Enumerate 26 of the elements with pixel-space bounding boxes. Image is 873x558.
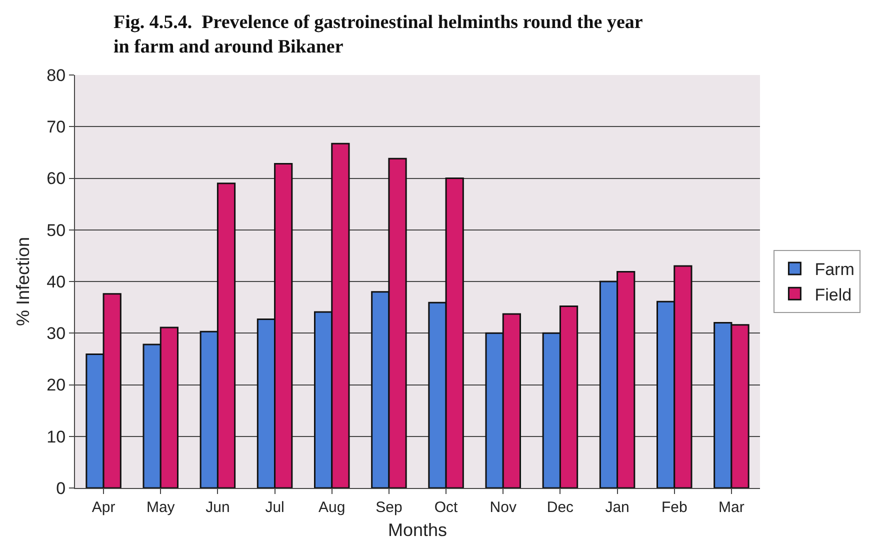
y-tick-label: 40	[46, 272, 66, 292]
y-tick-label: 10	[46, 427, 66, 446]
x-tick-label: Aug	[318, 499, 346, 516]
x-tick-label: Jan	[605, 499, 630, 516]
x-tick-label: Apr	[92, 499, 116, 516]
legend-label: Field	[814, 285, 852, 304]
y-tick-label: 70	[46, 118, 66, 137]
x-tick-label: Mar	[718, 499, 744, 516]
y-tick-label: 60	[46, 169, 66, 188]
chart-title: Fig. 4.5.4. Prevelence of gastroinestinal helminths round the year in farm and around Bikaner	[113, 12, 644, 58]
y-tick-label: 80	[46, 66, 66, 85]
y-tick-label: 20	[46, 376, 66, 395]
x-tick-label: Jun	[206, 499, 230, 516]
x-tick-label: Dec	[546, 499, 574, 516]
legend-label: Farm	[814, 260, 854, 280]
y-tick-label: 50	[46, 220, 66, 240]
x-tick-label: Jul	[265, 499, 284, 516]
y-tick-label: 30	[46, 324, 66, 344]
x-tick-label: May	[146, 499, 176, 516]
y-tick-label: 0	[56, 478, 66, 498]
x-axis-title: Months	[388, 520, 448, 540]
x-tick-label: Feb	[661, 499, 688, 516]
x-tick-label: Sep	[376, 499, 402, 516]
x-tick-label: Oct	[434, 499, 459, 516]
x-tick-label: Nov	[490, 499, 517, 516]
y-axis-title: % Infection	[13, 236, 33, 326]
